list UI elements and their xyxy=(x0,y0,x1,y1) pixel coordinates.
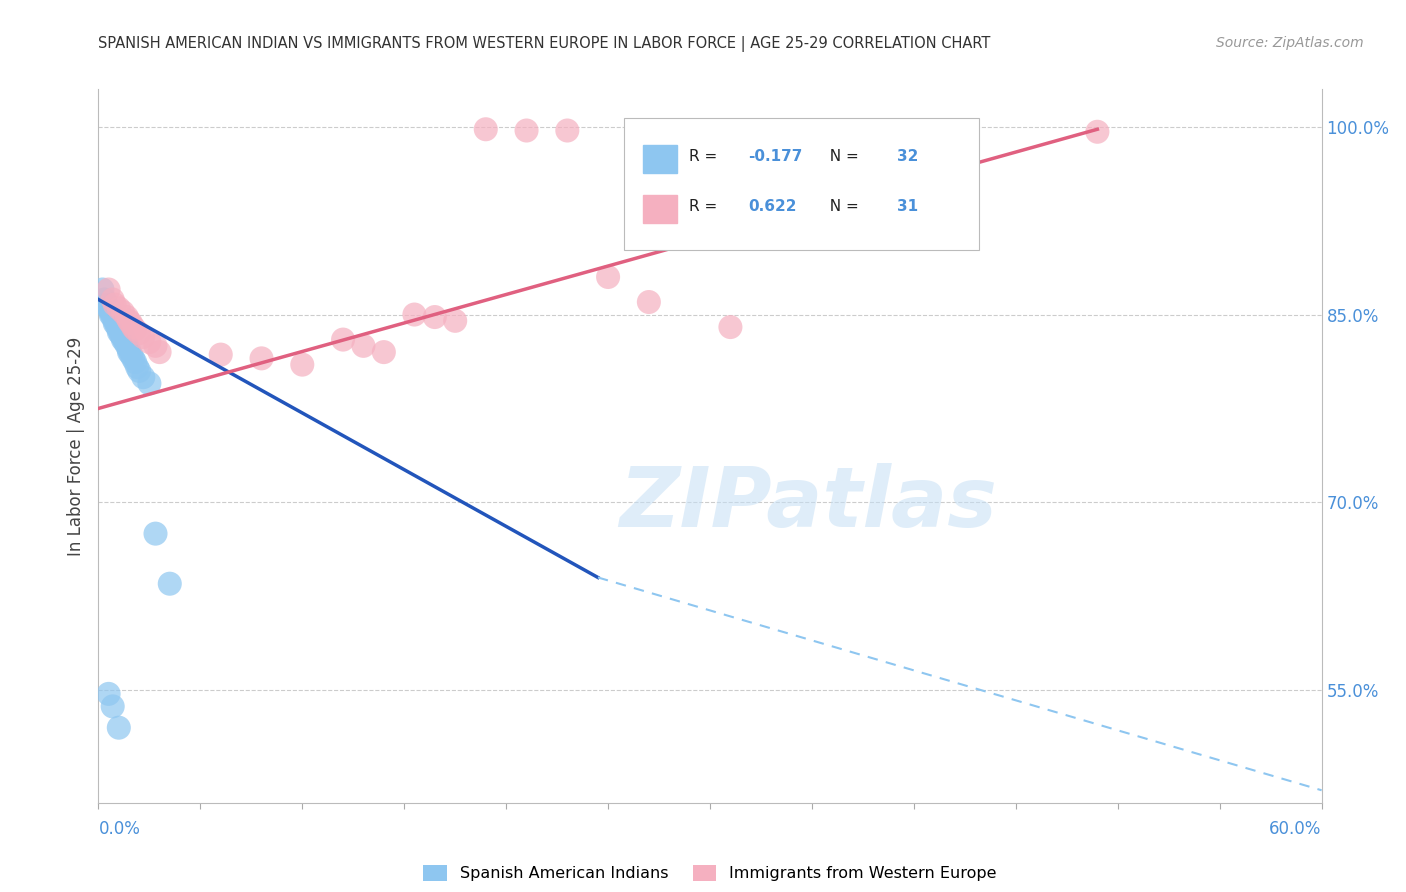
Point xyxy=(108,325,131,339)
Point xyxy=(638,295,661,310)
Point xyxy=(118,314,141,328)
Point xyxy=(108,301,131,316)
Text: R =: R = xyxy=(689,150,723,164)
Text: Source: ZipAtlas.com: Source: ZipAtlas.com xyxy=(1216,36,1364,50)
Point xyxy=(124,355,146,369)
Point xyxy=(115,310,138,324)
Point xyxy=(516,123,538,137)
Point xyxy=(138,376,160,391)
Point xyxy=(132,370,155,384)
Point xyxy=(122,320,145,334)
Point xyxy=(104,297,127,311)
Point xyxy=(108,320,131,334)
Point xyxy=(145,339,167,353)
Text: N =: N = xyxy=(820,150,863,164)
Text: ZIPatlas: ZIPatlas xyxy=(619,463,997,543)
Point xyxy=(97,301,120,316)
Point xyxy=(124,322,146,336)
Point xyxy=(111,333,134,347)
Point xyxy=(423,310,446,324)
Text: 31: 31 xyxy=(897,200,918,214)
Point xyxy=(101,293,124,307)
Point xyxy=(101,699,124,714)
Point xyxy=(128,364,150,378)
Text: 60.0%: 60.0% xyxy=(1270,820,1322,838)
FancyBboxPatch shape xyxy=(643,194,678,223)
Point xyxy=(159,576,181,591)
Point xyxy=(111,305,134,319)
Point xyxy=(127,360,149,375)
Point xyxy=(108,322,131,336)
Point xyxy=(291,358,314,372)
Point xyxy=(105,318,128,333)
Point xyxy=(91,283,114,297)
Point xyxy=(100,305,122,319)
Point xyxy=(138,335,160,350)
Point xyxy=(373,345,395,359)
Point xyxy=(145,526,167,541)
Point xyxy=(96,297,118,311)
Text: SPANISH AMERICAN INDIAN VS IMMIGRANTS FROM WESTERN EUROPE IN LABOR FORCE | AGE 2: SPANISH AMERICAN INDIAN VS IMMIGRANTS FR… xyxy=(98,36,991,52)
Point xyxy=(352,339,374,353)
Point xyxy=(97,283,120,297)
FancyBboxPatch shape xyxy=(643,145,678,173)
Point xyxy=(114,335,136,350)
Point xyxy=(118,343,141,357)
Point xyxy=(110,327,132,342)
Legend: Spanish American Indians, Immigrants from Western Europe: Spanish American Indians, Immigrants fro… xyxy=(418,858,1002,888)
Point xyxy=(118,345,141,359)
Point xyxy=(122,351,145,366)
Point xyxy=(108,721,131,735)
Point xyxy=(93,293,115,307)
Point xyxy=(250,351,273,366)
Point xyxy=(598,270,620,285)
Point xyxy=(101,310,124,324)
Point xyxy=(111,330,134,344)
Point xyxy=(100,308,122,322)
Point xyxy=(720,320,742,334)
Point xyxy=(115,339,138,353)
Text: N =: N = xyxy=(820,200,863,214)
Point xyxy=(104,314,127,328)
Point xyxy=(209,348,232,362)
Point xyxy=(128,326,150,341)
Point xyxy=(97,687,120,701)
FancyBboxPatch shape xyxy=(624,118,979,250)
Point xyxy=(149,345,172,359)
Point xyxy=(332,333,354,347)
Text: -0.177: -0.177 xyxy=(748,150,803,164)
Point xyxy=(557,123,579,137)
Text: 0.0%: 0.0% xyxy=(98,820,141,838)
Point xyxy=(120,348,142,362)
Text: R =: R = xyxy=(689,200,723,214)
Point xyxy=(444,314,467,328)
Point xyxy=(120,316,142,330)
Point xyxy=(104,316,127,330)
Point xyxy=(404,308,426,322)
Point xyxy=(132,330,155,344)
Point xyxy=(1085,125,1108,139)
Point xyxy=(474,122,498,136)
Text: 0.622: 0.622 xyxy=(748,200,796,214)
Text: 32: 32 xyxy=(897,150,918,164)
Y-axis label: In Labor Force | Age 25-29: In Labor Force | Age 25-29 xyxy=(66,336,84,556)
